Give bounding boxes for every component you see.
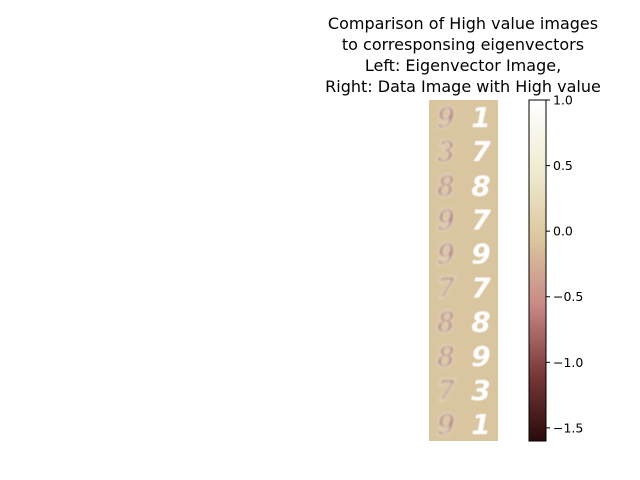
data-image-digit: 7	[471, 272, 491, 305]
title-line-3: Left: Eigenvector Image,	[365, 56, 561, 75]
colorbar-tick-label: −1.0	[553, 355, 583, 370]
eigenvector-digit: 8	[437, 171, 454, 202]
colorbar-tick-label: −0.5	[553, 289, 583, 304]
data-image-digit: 7	[471, 135, 491, 168]
eigenvector-digit: 9	[437, 103, 454, 134]
colorbar-tick-label: 1.0	[553, 93, 573, 108]
eigenvector-digit: 9	[437, 410, 454, 441]
colorbar-tick-label: 0.0	[553, 224, 573, 239]
data-image-digit: 9	[471, 237, 490, 270]
eigenvector-digit: 7	[437, 274, 455, 305]
data-image-digit: 1	[471, 408, 490, 441]
title-line-1: Comparison of High value images	[328, 14, 598, 33]
eigenvector-digit: 7	[437, 376, 455, 407]
data-image-digit: 7	[471, 203, 491, 236]
eigenvector-digit: 3	[437, 137, 454, 168]
image-panel	[429, 100, 498, 441]
colorbar-tick-label: 0.5	[553, 158, 573, 173]
data-image-digit: 1	[471, 101, 490, 134]
eigenvector-digit: 8	[437, 308, 454, 339]
chart-title: Comparison of High value images to corre…	[325, 14, 601, 96]
title-line-4: Right: Data Image with High value	[325, 77, 601, 96]
data-image-digit: 3	[471, 374, 490, 407]
data-image-digit: 8	[471, 169, 490, 202]
eigenvector-digit: 9	[437, 239, 454, 270]
data-image-digit: 9	[471, 340, 490, 373]
colorbar	[528, 99, 547, 442]
colorbar-tick-label: −1.5	[553, 420, 583, 435]
eigenvector-digit: 9	[437, 205, 454, 236]
title-line-2: to corresponsing eigenvectors	[342, 35, 584, 54]
data-image-digit: 8	[471, 306, 490, 339]
eigenvector-digit: 8	[437, 342, 454, 373]
colorbar-axis: 1.0 0.5 0.0 −0.5 −1.0 −1.5	[546, 93, 583, 435]
